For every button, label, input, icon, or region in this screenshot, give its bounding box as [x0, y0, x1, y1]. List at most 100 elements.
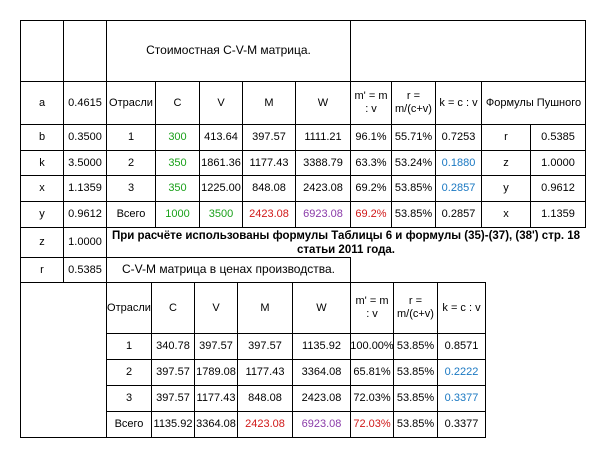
table-row-cell: 1225.00 [199, 175, 243, 202]
param-x-value: 1.1359 [63, 175, 107, 202]
table-row-cell: Всего [106, 411, 152, 438]
table-row-cell: 3388.79 [295, 150, 351, 176]
table-row-cell: 1861.36 [199, 150, 243, 176]
table-row-cell: 397.57 [151, 385, 195, 412]
table-row-cell: 0.3377 [437, 385, 486, 412]
table-row-cell: 848.08 [237, 385, 293, 412]
table-row-cell: 397.57 [151, 359, 195, 386]
param-y-label: y [20, 201, 64, 228]
param-right-label: z [481, 150, 531, 176]
table-row-cell: 350 [155, 175, 200, 202]
table-row-cell: 69.2% [350, 201, 392, 228]
param-z-label: z [20, 227, 64, 258]
param-right-value: 0.5385 [530, 124, 586, 151]
param-k-label: k [20, 150, 64, 176]
bottom-header-r: r = m/(c+v) [393, 282, 438, 334]
param-z-value: 1.0000 [63, 227, 107, 258]
table-row-cell: 340.78 [151, 333, 195, 360]
param-b-value: 0.3500 [63, 124, 107, 151]
table-row-cell: 1135.92 [292, 333, 351, 360]
table-row-cell: 2423.08 [242, 201, 296, 228]
param-right-value: 0.9612 [530, 175, 586, 202]
table-row-cell: 53.85% [391, 175, 436, 202]
table-row-cell: 72.03% [350, 411, 394, 438]
param-right-value: 1.1359 [530, 201, 586, 228]
table-row-cell: 2423.08 [295, 175, 351, 202]
table-row-cell: 0.2857 [435, 201, 482, 228]
param-right-value: 1.0000 [530, 150, 586, 176]
table-row-cell: 63.3% [350, 150, 392, 176]
table-row-cell: 0.3377 [437, 411, 486, 438]
table-row-cell: 2423.08 [292, 385, 351, 412]
param-right-label: r [481, 124, 531, 151]
table-row-cell: 0.2222 [437, 359, 486, 386]
table-row-cell: 6923.08 [292, 411, 351, 438]
table-row-cell: 1111.21 [295, 124, 351, 151]
bottom-header-k: k = c : v [437, 282, 486, 334]
top-header-branches: Отрасли [106, 81, 156, 125]
param-b-label: b [20, 124, 64, 151]
table-row-cell: 53.85% [393, 333, 438, 360]
table-row-cell: 3364.08 [292, 359, 351, 386]
table-row-cell: 413.64 [199, 124, 243, 151]
table-row-cell: 1135.92 [151, 411, 195, 438]
param-right-label: y [481, 175, 531, 202]
top-header-m-prime: m' = m : v [350, 81, 392, 125]
top-header-m: M [242, 81, 296, 125]
table-row-cell: 53.85% [393, 385, 438, 412]
param-a-label: a [20, 81, 64, 125]
table-row-cell: 53.24% [391, 150, 436, 176]
top-title-right-cell [350, 20, 586, 82]
table-row-cell: 300 [155, 124, 200, 151]
param-a-value: 0.4615 [63, 81, 107, 125]
table-row-cell: 72.03% [350, 385, 394, 412]
top-corner-cell-1 [20, 20, 64, 82]
table-row-cell: 6923.08 [295, 201, 351, 228]
param-y-value: 0.9612 [63, 201, 107, 228]
param-r-label: r [20, 257, 64, 283]
table-row-cell: 397.57 [237, 333, 293, 360]
table-row-cell: 0.8571 [437, 333, 486, 360]
table-row-cell: 53.85% [393, 411, 438, 438]
bottom-header-v: V [194, 282, 238, 334]
table-row-cell: 0.7253 [435, 124, 482, 151]
table-row-cell: 2423.08 [237, 411, 293, 438]
table-row-cell: 3 [106, 175, 156, 202]
top-header-w: W [295, 81, 351, 125]
table-row-cell: 848.08 [242, 175, 296, 202]
table-row-cell: 397.57 [242, 124, 296, 151]
bottom-header-w: W [292, 282, 351, 334]
table-row-cell: 55.71% [391, 124, 436, 151]
top-header-k: k = c : v [435, 81, 482, 125]
table-row-cell: 397.57 [194, 333, 238, 360]
top-corner-cell-2 [63, 20, 107, 82]
bottom-header-m-prime: m' = m : v [350, 282, 394, 334]
table-row-cell: 53.85% [391, 201, 436, 228]
table-row-cell: 0.2857 [435, 175, 482, 202]
bottom-header-branches: Отрасли [106, 282, 152, 334]
table-row-cell: 1 [106, 333, 152, 360]
calculation-note: При расчёте использованы формулы Таблицы… [111, 229, 581, 256]
table-row-cell: 53.85% [393, 359, 438, 386]
table-row-cell: 350 [155, 150, 200, 176]
param-k-value: 3.5000 [63, 150, 107, 176]
table-row-cell: 1000 [155, 201, 200, 228]
table-row-cell: 3 [106, 385, 152, 412]
bottom-header-m: M [237, 282, 293, 334]
table-row-cell: 1177.43 [194, 385, 238, 412]
table-row-cell: 3500 [199, 201, 243, 228]
top-header-r: r = m/(c+v) [391, 81, 436, 125]
table-row-cell: 2 [106, 359, 152, 386]
table-row-cell: 100.00% [350, 333, 394, 360]
table-row-cell: 0.1880 [435, 150, 482, 176]
param-r-value: 0.5385 [63, 257, 107, 283]
table-row-cell: 1 [106, 124, 156, 151]
bottom-table-title: C-V-M матрица в ценах производства. [106, 257, 351, 283]
top-header-formulas: Формулы Пушного [481, 81, 586, 125]
table-row-cell: 1789.08 [194, 359, 238, 386]
bottom-left-filler [20, 282, 107, 438]
table-row-cell: 69.2% [350, 175, 392, 202]
table-row-cell: 1177.43 [237, 359, 293, 386]
table-row-cell: 65.81% [350, 359, 394, 386]
table-row-cell: 2 [106, 150, 156, 176]
